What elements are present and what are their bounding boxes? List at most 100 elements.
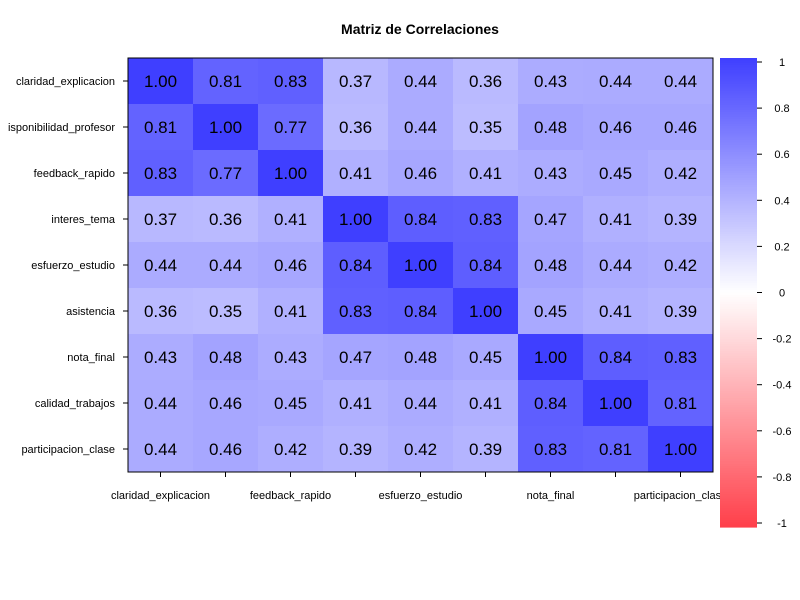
colorbar-segment [720,287,757,291]
cell-value-label: 0.36 [339,118,372,137]
colorbar-segment [720,477,757,481]
colorbar-segment [720,348,757,352]
cell-value-label: 0.44 [144,256,177,275]
cell-value-label: 0.39 [664,302,697,321]
colorbar-segment [720,524,757,528]
heatmap-cell [193,150,259,197]
colorbar-segment [720,522,757,526]
cell-value-label: 0.45 [469,348,502,367]
colorbar-tick-label: 0.8 [774,103,789,115]
colorbar-segment [720,86,757,90]
heatmap-cell [388,380,454,427]
colorbar-segment [720,198,757,202]
colorbar-segment [720,191,757,195]
colorbar-segment [720,100,757,104]
colorbar-segment [720,430,757,434]
heatmap-cell [258,242,324,289]
colorbar-segment [720,505,757,509]
heatmap-cell [583,426,649,473]
cell-value-label: 0.44 [404,118,437,137]
colorbar-tick-label: 0.4 [774,195,789,207]
heatmap-cell [518,150,584,197]
colorbar-segment [720,358,757,362]
colorbar-segment [720,278,757,282]
heatmap-cell [128,242,194,289]
heatmap-cell [193,426,259,473]
colorbar-segment [720,203,757,207]
cell-value-label: 0.43 [534,164,567,183]
cell-value-label: 0.46 [274,256,307,275]
cell-value-label: 0.36 [469,72,502,91]
colorbar-tick-label: 0.6 [774,149,789,161]
heatmap-cell [388,334,454,381]
colorbar-segment [720,318,757,322]
colorbar-segment [720,322,757,326]
colorbar-segment [720,196,757,200]
colorbar-segment [720,339,757,343]
colorbar-segment [720,104,757,108]
colorbar-segment [720,158,757,162]
colorbar-segment [720,238,757,242]
colorbar-segment [720,480,757,484]
heatmap-cell [518,334,584,381]
heatmap-cell [128,104,194,151]
colorbar-segment [720,308,757,312]
colorbar-segment [720,381,757,385]
colorbar-segment [720,294,757,298]
cell-value-label: 0.35 [469,118,502,137]
colorbar-segment [720,93,757,97]
cell-value-label: 0.36 [144,302,177,321]
colorbar-segment [720,76,757,80]
colorbar-segment [720,325,757,329]
colorbar-segment [720,327,757,331]
row-label: nota_final [67,352,115,364]
colorbar-segment [720,297,757,301]
cell-value-label: 0.41 [339,394,372,413]
colorbar-segment [720,379,757,383]
colorbar-segment [720,205,757,209]
colorbar-segment [720,470,757,474]
cell-value-label: 0.41 [599,210,632,229]
colorbar-segment [720,353,757,357]
colorbar-segment [720,398,757,401]
colorbar-segment [720,519,757,523]
cell-value-label: 0.39 [469,440,502,459]
cell-value-label: 0.84 [469,256,502,275]
cell-value-label: 0.81 [209,72,242,91]
heatmap-cell [128,196,194,243]
heatmap-cell [323,288,389,335]
colorbar-segment [720,383,757,387]
cell-value-label: 0.46 [209,440,242,459]
colorbar-segment [720,271,757,275]
colorbar-segment [720,90,757,94]
colorbar-segment [720,501,757,505]
colorbar-segment [720,137,757,141]
cell-value-label: 0.39 [339,440,372,459]
heatmap-cell [453,196,519,243]
cell-value-label: 0.41 [274,210,307,229]
colorbar-segment [720,252,757,256]
heatmap-cell [323,380,389,427]
cell-value-label: 0.36 [209,210,242,229]
heatmap-cell [518,104,584,151]
heatmap-cell [193,196,259,243]
heatmap-cell [583,196,649,243]
colorbar-segment [720,123,757,127]
heatmap-cell [258,288,324,335]
cell-value-label: 0.46 [404,164,437,183]
heatmap-cell [323,58,389,105]
colorbar-segment [720,165,757,169]
cell-value-label: 0.43 [274,348,307,367]
cell-value-label: 0.84 [599,348,632,367]
heatmap-cells: 1.00 0.81 0.83 0.37 0.44 0.36 0.43 0.44 0.44 0.81… [128,58,714,473]
heatmap-cell [193,104,259,151]
colorbar-segment [720,266,757,270]
colorbar-segment [720,482,757,486]
row-label: feedback_rapido [34,168,115,180]
colorbar-segment [720,222,757,226]
cell-value-label: 0.83 [469,210,502,229]
cell-value-label: 0.48 [404,348,437,367]
column-label: feedback_rapido [250,490,331,502]
colorbar-segment [720,447,757,451]
